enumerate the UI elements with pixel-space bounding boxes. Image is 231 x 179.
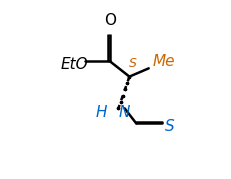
Text: N: N bbox=[118, 105, 130, 120]
Text: EtO: EtO bbox=[61, 57, 88, 72]
Text: S: S bbox=[129, 57, 137, 70]
Text: Me: Me bbox=[152, 54, 175, 69]
Text: O: O bbox=[104, 13, 116, 28]
Text: H: H bbox=[95, 105, 107, 120]
Text: S: S bbox=[165, 119, 175, 134]
